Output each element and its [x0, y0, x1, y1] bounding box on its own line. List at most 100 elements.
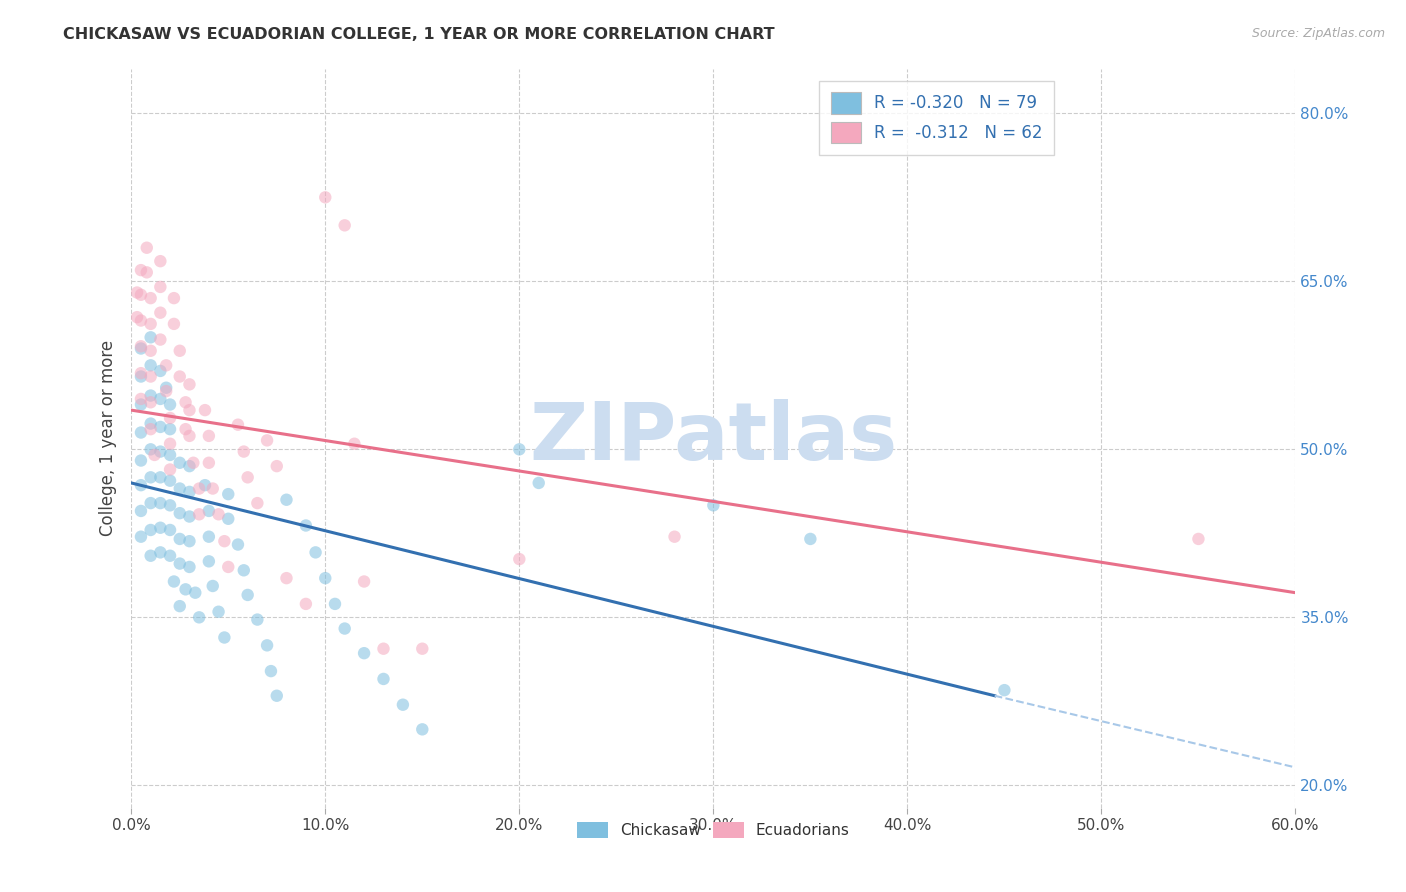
Text: ZIPatlas: ZIPatlas [529, 399, 897, 477]
Point [333, 622, 356, 636]
Point [125, 285, 148, 300]
Point [129, 263, 152, 277]
Point [184, 585, 207, 599]
Point [143, 448, 166, 462]
Point [1187, 532, 1209, 546]
Point [149, 496, 172, 510]
Point [323, 597, 346, 611]
Point [139, 388, 162, 402]
Point [214, 631, 236, 645]
Y-axis label: College, 1 year or more: College, 1 year or more [100, 340, 117, 536]
Point [129, 287, 152, 301]
Point [266, 689, 288, 703]
Point [169, 506, 191, 520]
Point [149, 420, 172, 434]
Point [179, 484, 201, 499]
Point [129, 313, 152, 327]
Point [129, 366, 152, 380]
Point [155, 384, 177, 398]
Point [295, 518, 318, 533]
Point [169, 532, 191, 546]
Point [159, 499, 181, 513]
Point [163, 574, 186, 589]
Point [217, 512, 239, 526]
Point [246, 613, 269, 627]
Point [149, 364, 172, 378]
Point [149, 392, 172, 406]
Point [129, 453, 152, 467]
Point [266, 459, 288, 474]
Point [314, 571, 336, 585]
Point [149, 521, 172, 535]
Point [236, 588, 259, 602]
Point [129, 425, 152, 440]
Point [174, 422, 197, 436]
Point [179, 377, 201, 392]
Point [194, 403, 217, 417]
Point [295, 597, 318, 611]
Text: Source: ZipAtlas.com: Source: ZipAtlas.com [1251, 27, 1385, 40]
Point [129, 369, 152, 384]
Point [135, 241, 157, 255]
Point [129, 398, 152, 412]
Point [155, 359, 177, 373]
Point [159, 448, 181, 462]
Point [333, 219, 356, 233]
Point [343, 436, 366, 450]
Point [201, 482, 224, 496]
Point [353, 646, 375, 660]
Point [149, 306, 172, 320]
Point [169, 456, 191, 470]
Point [256, 434, 278, 448]
Point [129, 530, 152, 544]
Point [169, 599, 191, 614]
Point [159, 398, 181, 412]
Point [139, 395, 162, 409]
Point [194, 478, 217, 492]
Point [198, 554, 221, 568]
Point [139, 343, 162, 358]
Point [232, 444, 254, 458]
Point [149, 254, 172, 268]
Point [139, 317, 162, 331]
Legend: Chickasaw, Ecuadorians: Chickasaw, Ecuadorians [571, 816, 856, 845]
Point [702, 499, 724, 513]
Point [276, 571, 298, 585]
Point [149, 333, 172, 347]
Point [508, 442, 530, 457]
Text: CHICKASAW VS ECUADORIAN COLLEGE, 1 YEAR OR MORE CORRELATION CHART: CHICKASAW VS ECUADORIAN COLLEGE, 1 YEAR … [63, 27, 775, 42]
Point [179, 560, 201, 574]
Point [139, 359, 162, 373]
Point [373, 672, 395, 686]
Point [198, 530, 221, 544]
Point [188, 482, 211, 496]
Point [139, 470, 162, 484]
Point [159, 474, 181, 488]
Point [149, 470, 172, 484]
Point [314, 190, 336, 204]
Point [411, 723, 433, 737]
Point [163, 317, 186, 331]
Point [139, 549, 162, 563]
Point [125, 310, 148, 325]
Point [159, 436, 181, 450]
Point [201, 579, 224, 593]
Point [159, 523, 181, 537]
Point [174, 395, 197, 409]
Point [179, 534, 201, 549]
Point [226, 537, 249, 551]
Point [139, 496, 162, 510]
Point [139, 422, 162, 436]
Point [188, 610, 211, 624]
Point [392, 698, 415, 712]
Point [139, 330, 162, 344]
Point [246, 496, 269, 510]
Point [159, 411, 181, 425]
Point [169, 557, 191, 571]
Point [129, 478, 152, 492]
Point [508, 552, 530, 566]
Point [169, 369, 191, 384]
Point [993, 683, 1015, 698]
Point [159, 422, 181, 436]
Point [664, 530, 686, 544]
